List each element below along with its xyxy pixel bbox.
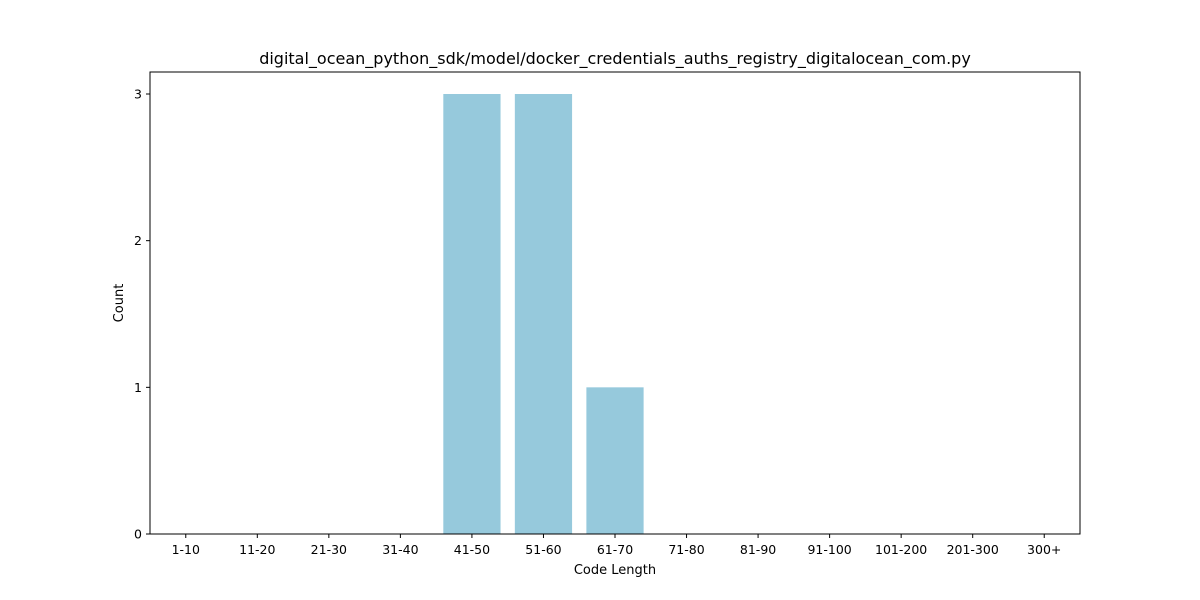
x-tick-label: 31-40 [382, 542, 418, 557]
bars-layer [443, 94, 644, 534]
y-tick-label: 3 [134, 87, 142, 102]
x-tick-label: 1-10 [172, 542, 200, 557]
x-axis-label: Code Length [574, 563, 656, 578]
x-tick-label: 61-70 [597, 542, 633, 557]
x-tick-label: 81-90 [740, 542, 776, 557]
x-tick-label: 21-30 [311, 542, 347, 557]
x-tick-label: 300+ [1027, 542, 1061, 557]
y-axis: 0 1 2 3 [134, 87, 150, 542]
x-tick-label: 201-300 [947, 542, 999, 557]
x-tick-label: 101-200 [875, 542, 927, 557]
y-tick-label: 2 [134, 233, 142, 248]
y-tick-label: 0 [134, 527, 142, 542]
bar-61-70 [586, 387, 644, 534]
x-tick-label: 51-60 [525, 542, 561, 557]
y-tick-label: 1 [134, 380, 142, 395]
x-axis: 1-10 11-20 21-30 31-40 41-50 51-60 61-70 71-80 8… [172, 534, 1061, 557]
chart-title: digital_ocean_python_sdk/model/docker_cr… [259, 49, 971, 69]
x-tick-label: 11-20 [239, 542, 275, 557]
x-tick-label: 41-50 [454, 542, 490, 557]
y-axis-label: Count [112, 284, 127, 323]
x-tick-label: 91-100 [807, 542, 851, 557]
bar-41-50 [443, 94, 501, 534]
x-tick-label: 71-80 [668, 542, 704, 557]
bar-51-60 [514, 94, 573, 534]
